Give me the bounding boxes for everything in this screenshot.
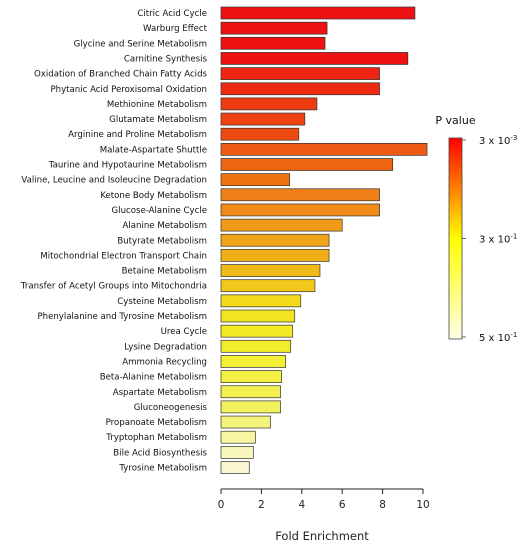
p-value-legend: P value 3 x 10-3 3 x 10-1 5 x 10-1 <box>435 114 517 344</box>
bar <box>220 97 318 111</box>
bar <box>220 324 294 338</box>
bar <box>220 143 428 156</box>
bar <box>220 36 326 50</box>
bar <box>220 158 394 171</box>
bar <box>220 461 250 474</box>
bar <box>220 446 254 459</box>
category-label: Propanoate Metabolism <box>106 418 207 428</box>
bar <box>220 188 380 202</box>
category-label: Tyrosine Metabolism <box>118 464 207 474</box>
category-label: Malate-Aspartate Shuttle <box>100 145 207 155</box>
category-label: Aspartate Metabolism <box>113 388 207 398</box>
bar <box>220 385 281 399</box>
category-label: Bile Acid Biosynthesis <box>113 448 207 458</box>
category-label: Valine, Leucine and Isoleucine Degradati… <box>21 176 207 186</box>
category-label: Glycine and Serine Metabolism <box>74 39 207 49</box>
bars-layer <box>220 6 428 474</box>
category-label: Citric Acid Cycle <box>137 9 207 19</box>
category-label: Phenylalanine and Tyrosine Metabolism <box>37 312 207 322</box>
legend-title: P value <box>435 114 475 127</box>
x-ticks: 0 2 4 6 8 10 <box>218 489 430 511</box>
x-tick-label: 0 <box>218 499 225 511</box>
bar <box>220 52 409 65</box>
category-label: Phytanic Acid Peroxisomal Oxidation <box>50 85 207 95</box>
bar <box>220 294 302 308</box>
category-label: Taurine and Hypotaurine Metabolism <box>48 161 207 171</box>
bar <box>220 112 306 126</box>
bar <box>220 355 286 368</box>
category-label: Betaine Metabolism <box>122 267 207 277</box>
bar <box>220 430 256 444</box>
bar <box>220 264 321 277</box>
category-label: Carnitine Synthesis <box>124 54 208 64</box>
x-tick-label: 2 <box>258 499 265 511</box>
bar <box>220 415 271 429</box>
x-tick-label: 4 <box>298 499 305 511</box>
bar <box>220 249 330 262</box>
bar <box>220 309 296 323</box>
category-label: Transfer of Acetyl Groups into Mitochond… <box>20 282 207 292</box>
category-label: Ketone Body Metabolism <box>100 191 207 201</box>
bar <box>220 339 292 353</box>
legend-ticks: 3 x 10-3 3 x 10-1 5 x 10-1 <box>462 134 517 344</box>
bar <box>220 203 380 217</box>
x-axis-title: Fold Enrichment <box>275 529 369 543</box>
category-label: Ammonia Recycling <box>122 357 207 367</box>
legend-tick-label: 3 x 10-3 <box>479 134 517 147</box>
bar <box>220 82 380 96</box>
bar <box>220 6 416 20</box>
category-label: Oxidation of Branched Chain Fatty Acids <box>34 70 208 80</box>
legend-tick-label: 3 x 10-1 <box>479 233 517 246</box>
bar <box>220 173 291 186</box>
category-labels: Citric Acid Cycle Warburg Effect Glycine a… <box>20 9 208 474</box>
category-label: Urea Cycle <box>161 327 207 337</box>
category-label: Beta-Alanine Metabolism <box>100 373 207 383</box>
category-label: Lysine Degradation <box>124 342 207 352</box>
category-label: Glutamate Metabolism <box>109 115 207 125</box>
category-label: Cysteine Metabolism <box>117 297 207 307</box>
category-label: Warburg Effect <box>143 24 208 34</box>
category-label: Gluconeogenesis <box>134 403 208 413</box>
x-tick-label: 8 <box>379 499 386 511</box>
bar <box>220 67 380 80</box>
category-label: Glucose-Alanine Cycle <box>112 206 207 216</box>
legend-tick-label: 5 x 10-1 <box>479 331 517 344</box>
bar <box>220 218 343 232</box>
x-axis: 0 2 4 6 8 10 Fold Enrichment <box>218 488 430 543</box>
category-label: Arginine and Proline Metabolism <box>68 130 207 140</box>
bar <box>220 370 282 383</box>
bar <box>220 21 328 35</box>
category-label: Methionine Metabolism <box>107 100 207 110</box>
bar <box>220 279 316 293</box>
bar <box>220 127 300 141</box>
legend-color-scale <box>448 137 463 340</box>
bar <box>220 233 330 247</box>
x-tick-label: 10 <box>416 499 429 511</box>
bar <box>220 400 281 414</box>
category-label: Alanine Metabolism <box>122 221 207 231</box>
x-tick-label: 6 <box>339 499 346 511</box>
category-label: Tryptophan Metabolism <box>105 433 207 443</box>
category-label: Mitochondrial Electron Transport Chain <box>40 251 207 261</box>
category-label: Butyrate Metabolism <box>117 236 207 246</box>
